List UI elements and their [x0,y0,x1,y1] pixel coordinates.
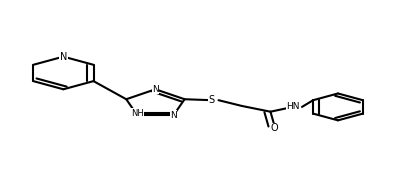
Text: S: S [208,95,214,105]
Text: N: N [170,111,177,120]
Text: N: N [60,52,67,62]
Text: O: O [271,123,279,133]
Text: N: N [152,85,159,94]
Text: HN: HN [286,102,300,111]
Text: NH: NH [131,109,144,118]
